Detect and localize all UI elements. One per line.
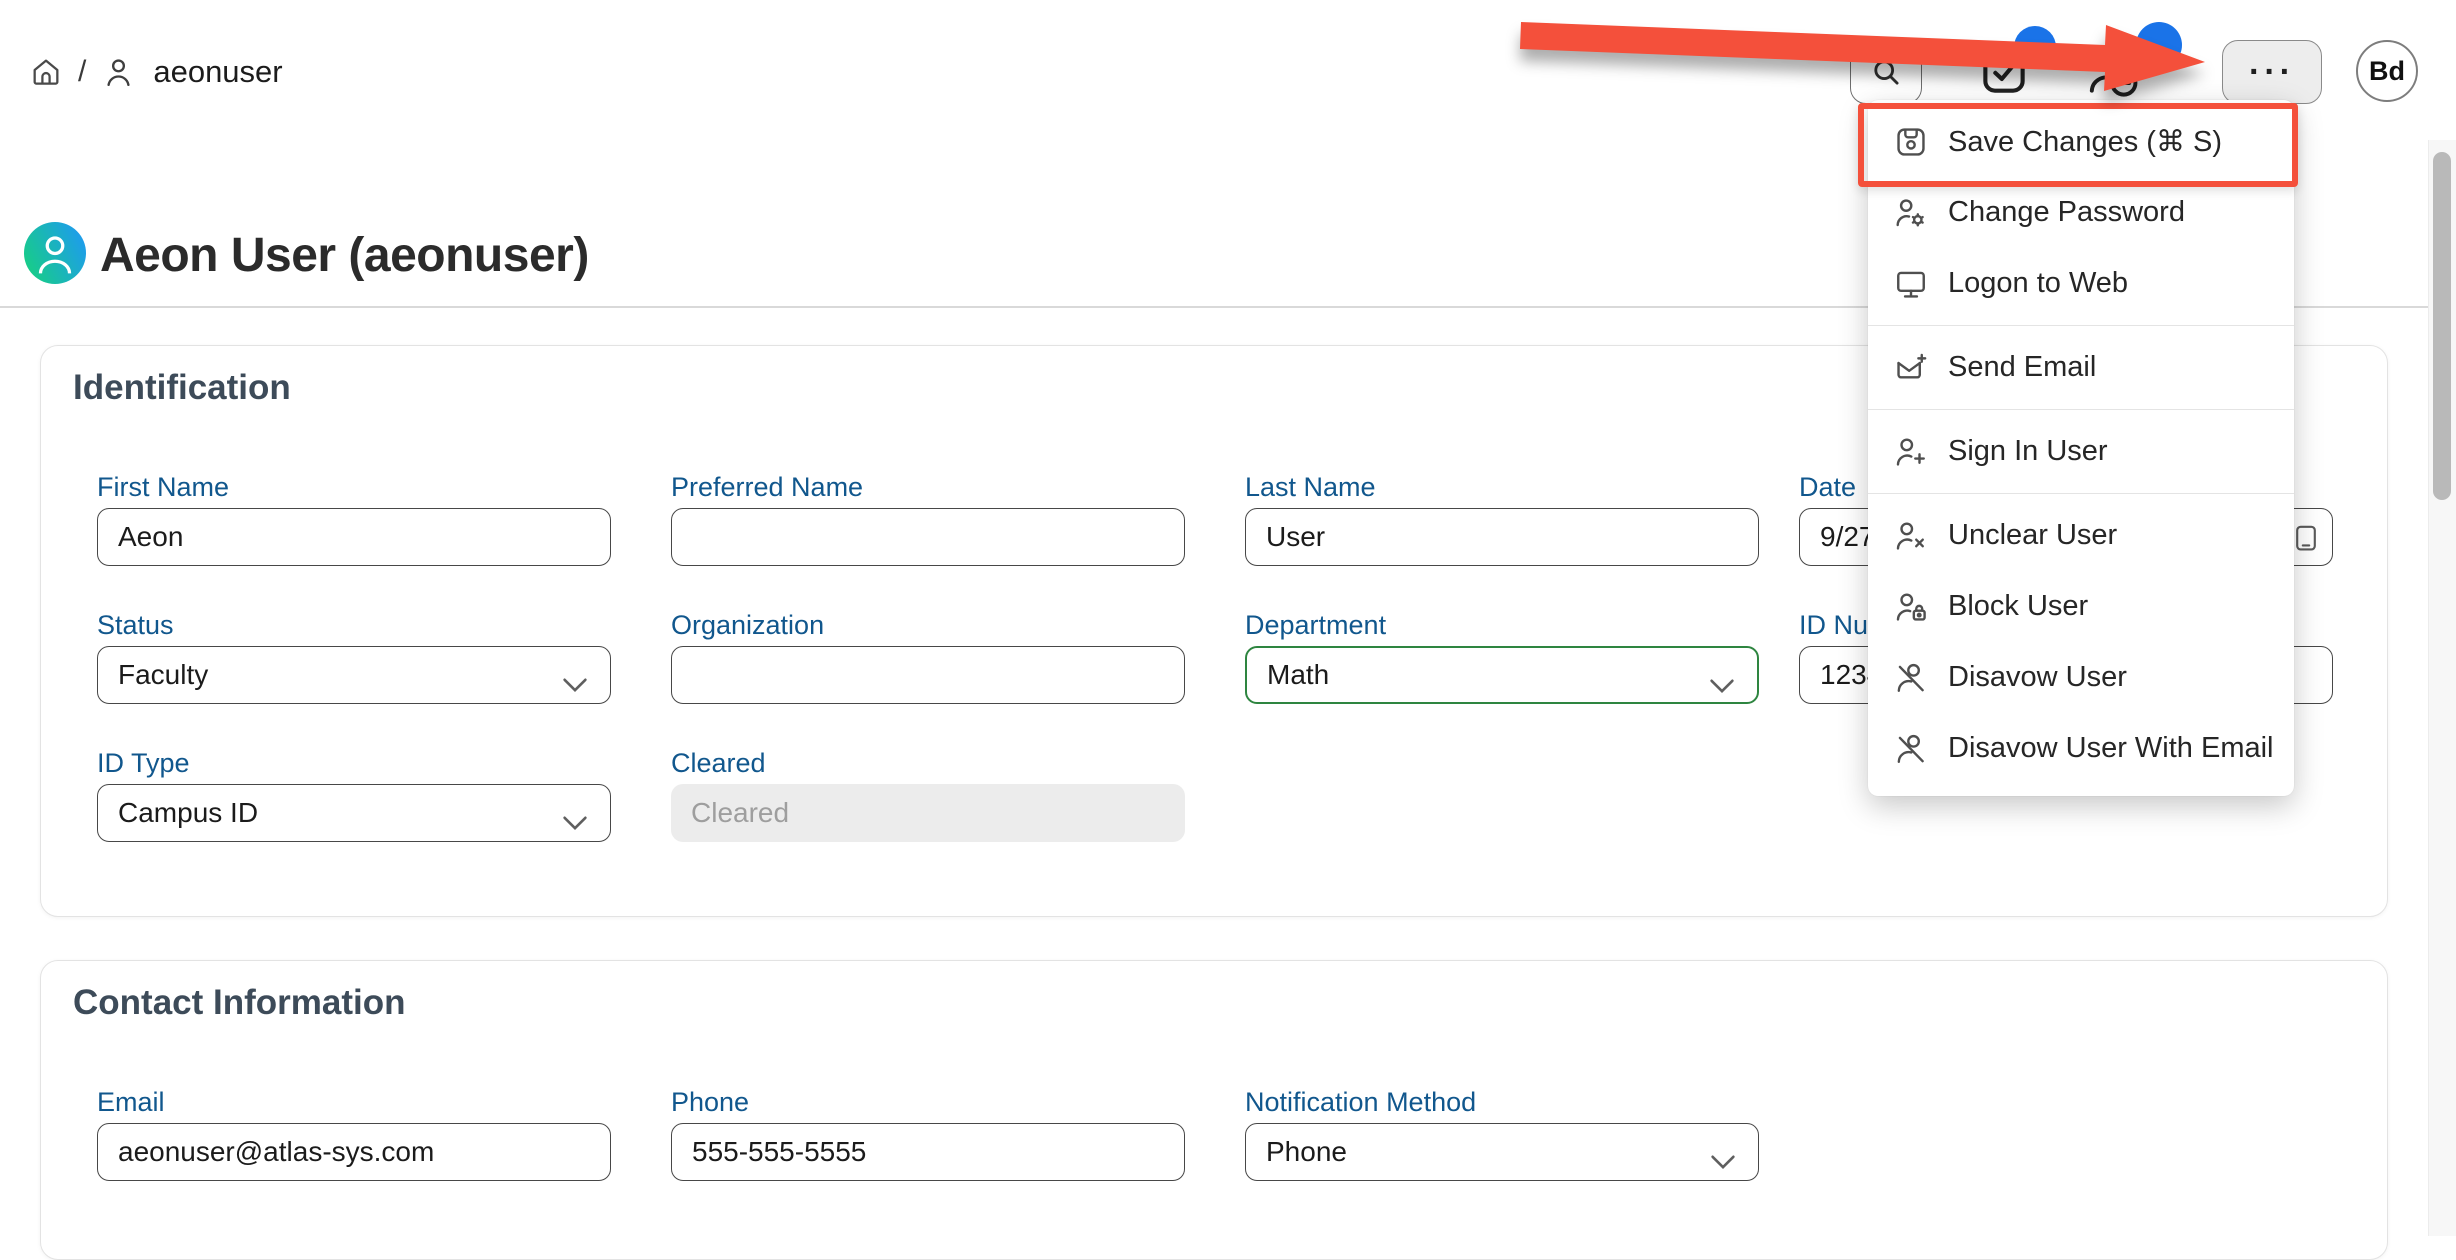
menu-item-send-email[interactable]: Send Email (1868, 332, 2294, 403)
preferred-name-label: Preferred Name (671, 472, 864, 502)
person-plus-icon (1894, 435, 1928, 469)
id-type-select[interactable]: Campus ID (97, 784, 611, 842)
department-label: Department (1245, 610, 1387, 640)
person-icon (102, 56, 135, 89)
department-select[interactable]: Math (1245, 646, 1759, 704)
menu-item-label: Save Changes (⌘ S) (1948, 126, 2223, 158)
menu-divider (1868, 493, 2294, 494)
breadcrumb: / aeonuser (30, 40, 283, 104)
first-name-input[interactable]: Aeon (97, 508, 611, 566)
action-menu: Save Changes (⌘ S) Change Password Logon t… (1868, 100, 2294, 796)
person-x-icon (1894, 519, 1928, 553)
menu-item-label: Change Password (1948, 196, 2185, 228)
breadcrumb-separator: / (78, 55, 87, 88)
field-department: Department Math (1245, 609, 1759, 704)
breadcrumb-username[interactable]: aeonuser (153, 54, 283, 89)
menu-divider (1868, 325, 2294, 326)
field-first-name: First Name Aeon (97, 471, 611, 566)
field-cleared: Cleared Cleared (671, 747, 1185, 842)
field-value: 9/27 (1820, 521, 1875, 552)
date-label: Date (1799, 472, 1857, 502)
notification-method-label: Notification Method (1245, 1087, 1477, 1117)
person-gear-icon (1894, 196, 1928, 230)
menu-item-label: Disavow User With Email (1948, 732, 2274, 764)
monitor-icon (1894, 267, 1928, 301)
user-gradient-avatar-icon (24, 222, 86, 284)
field-value: Phone (1266, 1136, 1347, 1167)
menu-item-unclear-user[interactable]: Unclear User (1868, 500, 2294, 571)
section-title: Identification (73, 368, 291, 407)
field-phone: Phone 555-555-5555 (671, 1086, 1185, 1181)
preferred-name-input[interactable] (671, 508, 1185, 566)
more-actions-button[interactable]: ··· (2222, 40, 2322, 104)
phone-label: Phone (671, 1087, 750, 1117)
person-slash-icon (1894, 732, 1928, 766)
menu-item-label: Unclear User (1948, 519, 2118, 551)
field-last-name: Last Name User (1245, 471, 1759, 566)
field-value: aeonuser@atlas-sys.com (118, 1136, 435, 1167)
menu-item-label: Logon to Web (1948, 267, 2129, 299)
cleared-input: Cleared (671, 784, 1185, 842)
person-slash-icon (1894, 661, 1928, 695)
chevron-down-icon (562, 668, 588, 700)
field-value: Aeon (118, 521, 184, 552)
notification-method-select[interactable]: Phone (1245, 1123, 1759, 1181)
menu-item-block-user[interactable]: Block User (1868, 571, 2294, 642)
field-organization: Organization (671, 609, 1185, 704)
email-input[interactable]: aeonuser@atlas-sys.com (97, 1123, 611, 1181)
menu-item-save-changes-s[interactable]: Save Changes (⌘ S) (1868, 106, 2294, 177)
chevron-down-icon (1709, 669, 1735, 701)
home-icon[interactable] (30, 56, 62, 88)
id-type-label: ID Type (97, 748, 190, 778)
organization-label: Organization (671, 610, 825, 640)
annotation-arrow (1520, 22, 2205, 91)
menu-divider (1868, 409, 2294, 410)
menu-item-disavow-user-with-email[interactable]: Disavow User With Email (1868, 713, 2294, 784)
field-value: Math (1267, 659, 1330, 690)
person-lock-icon (1894, 590, 1928, 624)
menu-item-sign-in-user[interactable]: Sign In User (1868, 416, 2294, 487)
field-value: 555-555-5555 (692, 1136, 867, 1167)
field-notification-method: Notification Method Phone (1245, 1086, 1759, 1181)
menu-item-label: Disavow User (1948, 661, 2127, 693)
ellipsis-icon: ··· (2249, 53, 2295, 91)
field-id-type: ID Type Campus ID (97, 747, 611, 842)
menu-item-logon-to-web[interactable]: Logon to Web (1868, 248, 2294, 319)
menu-item-label: Block User (1948, 590, 2089, 622)
scrollbar-track[interactable] (2428, 140, 2456, 1236)
menu-item-label: Sign In User (1948, 435, 2108, 467)
menu-item-disavow-user[interactable]: Disavow User (1868, 642, 2294, 713)
page-title: Aeon User (aeonuser) (100, 229, 589, 282)
status-select[interactable]: Faculty (97, 646, 611, 704)
last-name-input[interactable]: User (1245, 508, 1759, 566)
annotation-highlight-box (1858, 103, 2298, 187)
phone-input[interactable]: 555-555-5555 (671, 1123, 1185, 1181)
card-contact-information: Contact Information Email aeonuser@atlas-… (40, 960, 2388, 1260)
field-preferred-name: Preferred Name (671, 471, 1185, 566)
status-label: Status (97, 610, 174, 640)
organization-input[interactable] (671, 646, 1185, 704)
chevron-down-icon (1710, 1145, 1736, 1177)
field-value: Campus ID (118, 797, 259, 828)
divider (0, 306, 2428, 308)
save-icon (1894, 125, 1928, 159)
chevron-down-icon (562, 806, 588, 838)
menu-item-change-password[interactable]: Change Password (1868, 177, 2294, 248)
email-label: Email (97, 1087, 165, 1117)
first-name-label: First Name (97, 472, 230, 502)
field-value: Cleared (691, 797, 790, 828)
field-status: Status Faculty (97, 609, 611, 704)
last-name-label: Last Name (1245, 472, 1376, 502)
menu-item-label: Send Email (1948, 351, 2097, 383)
calendar-icon[interactable] (2290, 522, 2322, 561)
mail-plus-icon (1894, 351, 1928, 385)
field-email: Email aeonuser@atlas-sys.com (97, 1086, 611, 1181)
section-title: Contact Information (73, 983, 406, 1022)
cleared-label: Cleared (671, 748, 766, 778)
scrollbar-thumb[interactable] (2433, 152, 2451, 500)
user-avatar[interactable]: Bd (2356, 40, 2418, 102)
field-value: Faculty (118, 659, 209, 690)
field-value: User (1266, 521, 1326, 552)
